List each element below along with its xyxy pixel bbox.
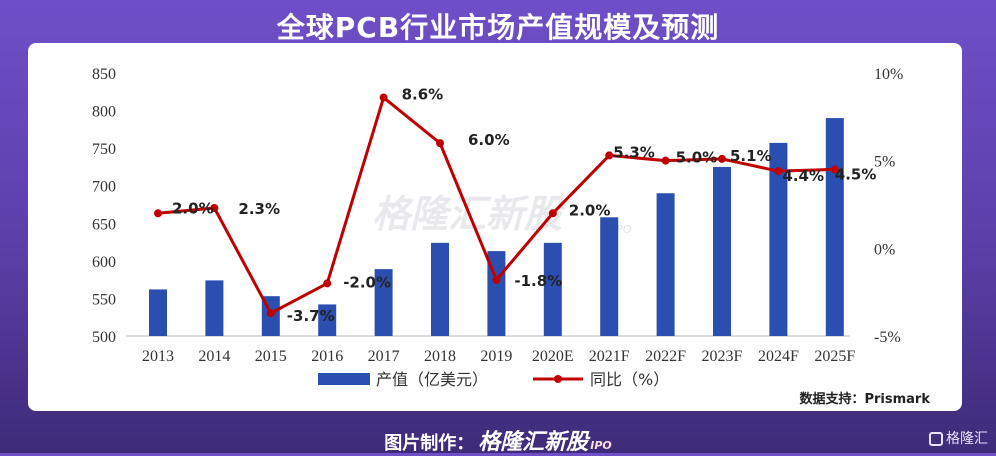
- x-tick: 2024F: [758, 348, 799, 365]
- x-tick: 2016: [311, 348, 343, 365]
- x-tick: 2013: [142, 348, 174, 365]
- line-point-2013: [154, 209, 162, 218]
- source-note: 数据支持：Prismark: [799, 391, 930, 407]
- data-label-2015: -3.7%: [287, 307, 335, 325]
- line-point-2019: [492, 275, 501, 284]
- line-point-2014: [210, 204, 219, 213]
- y-right-tick: 10%: [874, 66, 903, 83]
- y-right-tick: -5%: [874, 329, 901, 346]
- line-point-2024F: [774, 167, 783, 176]
- data-label-2022F: 5.0%: [676, 149, 718, 167]
- x-tick: 2020E: [532, 348, 574, 365]
- y-left-tick: 550: [92, 291, 116, 308]
- x-tick: 2015: [255, 348, 287, 365]
- chart-svg: 格隆汇新股 IPO85080075070065060055050010%5%0%-…: [92, 66, 930, 407]
- y-left-tick: 800: [92, 104, 116, 121]
- y-left-tick: 600: [92, 254, 116, 271]
- bar-2020E: [543, 242, 562, 336]
- bar-2014: [205, 280, 224, 336]
- line-point-2017: [379, 93, 388, 102]
- logo-icon: [929, 432, 943, 446]
- y-right-tick: 5%: [874, 154, 895, 171]
- data-label-2017: 8.6%: [402, 86, 444, 104]
- data-label-2025F: 4.5%: [835, 165, 877, 183]
- y-left-tick: 650: [92, 216, 116, 233]
- x-tick: 2021F: [589, 348, 630, 365]
- x-tick: 2022F: [645, 348, 686, 365]
- bar-2021F: [600, 217, 619, 336]
- bar-2024F: [769, 142, 788, 336]
- data-label-2020E: 2.0%: [569, 201, 611, 219]
- footer-prefix: 图片制作：: [384, 433, 475, 454]
- y-left-tick: 850: [92, 66, 116, 83]
- legend-label-bar: 产值（亿美元）: [376, 370, 488, 389]
- footer-ipo: IPO: [590, 439, 612, 452]
- bar-2022F: [656, 193, 675, 336]
- data-label-2013: 2.0%: [172, 199, 214, 217]
- corner-logo-text: 格隆汇: [946, 431, 988, 447]
- data-label-2018: 6.0%: [468, 131, 510, 149]
- line-point-2025F: [830, 165, 839, 174]
- x-tick: 2018: [424, 348, 456, 365]
- bar-2018: [431, 242, 449, 336]
- bar-2017: [374, 269, 393, 336]
- data-label-2023F: 5.1%: [730, 147, 772, 165]
- x-tick: 2014: [198, 348, 230, 365]
- legend-swatch-bar: [318, 373, 370, 385]
- x-tick: 2017: [368, 348, 400, 365]
- page-title: 全球PCB行业市场产值规模及预测: [276, 11, 720, 44]
- x-tick: 2025F: [814, 348, 855, 365]
- line-point-2021F: [605, 151, 614, 160]
- footer: 图片制作： 格隆汇新股 IPO: [0, 424, 996, 456]
- line-point-2022F: [661, 156, 670, 165]
- x-tick: 2023F: [702, 348, 743, 365]
- footer-brand: 格隆汇新股: [478, 430, 589, 455]
- legend-marker-line: [554, 375, 562, 383]
- bar-2016: [318, 304, 337, 336]
- data-label-2016: -2.0%: [343, 273, 391, 291]
- data-label-2014: 2.3%: [238, 200, 280, 218]
- chart-panel: 格隆汇新股 IPO 850 800 750 700 650 600 550 500 10% 5% 0% -…: [28, 43, 962, 411]
- line-point-2020E: [548, 209, 557, 218]
- x-tick: 2019: [480, 348, 512, 365]
- data-label-2024F: 4.4%: [782, 167, 824, 185]
- y-left-tick: 700: [92, 179, 116, 196]
- bar-2023F: [713, 166, 731, 336]
- bar-2013: [149, 289, 167, 336]
- line-point-2016: [323, 279, 332, 288]
- y-left-tick: 500: [92, 329, 116, 346]
- line-point-2018: [436, 139, 444, 148]
- y-left-tick: 750: [92, 141, 116, 158]
- y-right-tick: 0%: [874, 241, 895, 258]
- data-label-2019: -1.8%: [514, 272, 562, 290]
- line-point-2015: [266, 309, 275, 318]
- bar-2025F: [825, 118, 844, 336]
- line-point-2023F: [718, 154, 726, 163]
- legend-label-line: 同比（%）: [590, 370, 669, 389]
- data-label-2021F: 5.3%: [613, 143, 655, 161]
- corner-logo: 格隆汇: [929, 428, 988, 448]
